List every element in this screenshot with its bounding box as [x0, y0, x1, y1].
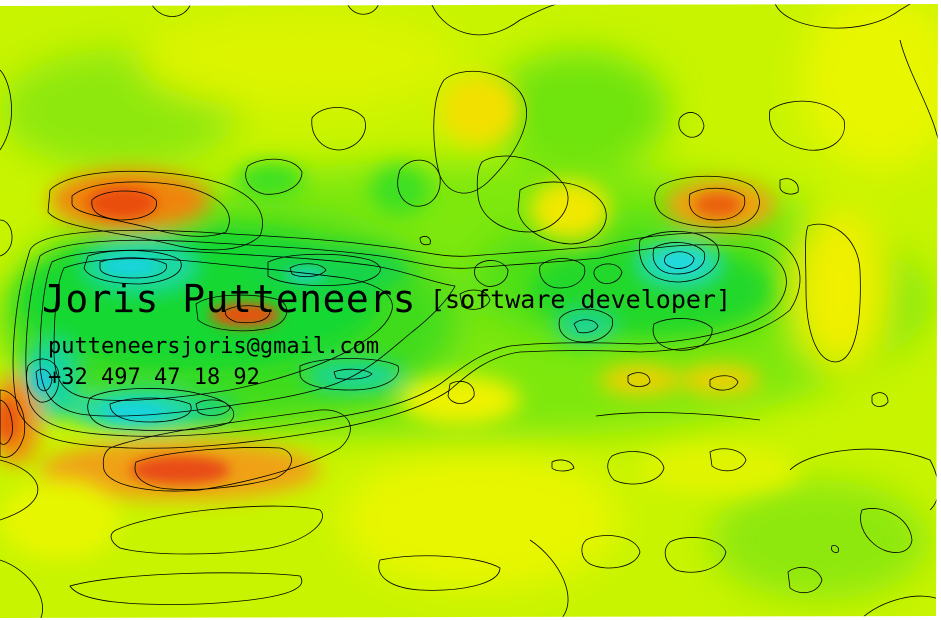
phone-number[interactable]: +32 497 47 18 92 — [48, 365, 260, 390]
person-name: Joris Putteneers — [42, 277, 417, 321]
email-address[interactable]: putteneersjoris@gmail.com — [48, 334, 380, 359]
job-title: [software developer] — [430, 285, 732, 314]
heat-field-hotspots — [0, 187, 742, 484]
